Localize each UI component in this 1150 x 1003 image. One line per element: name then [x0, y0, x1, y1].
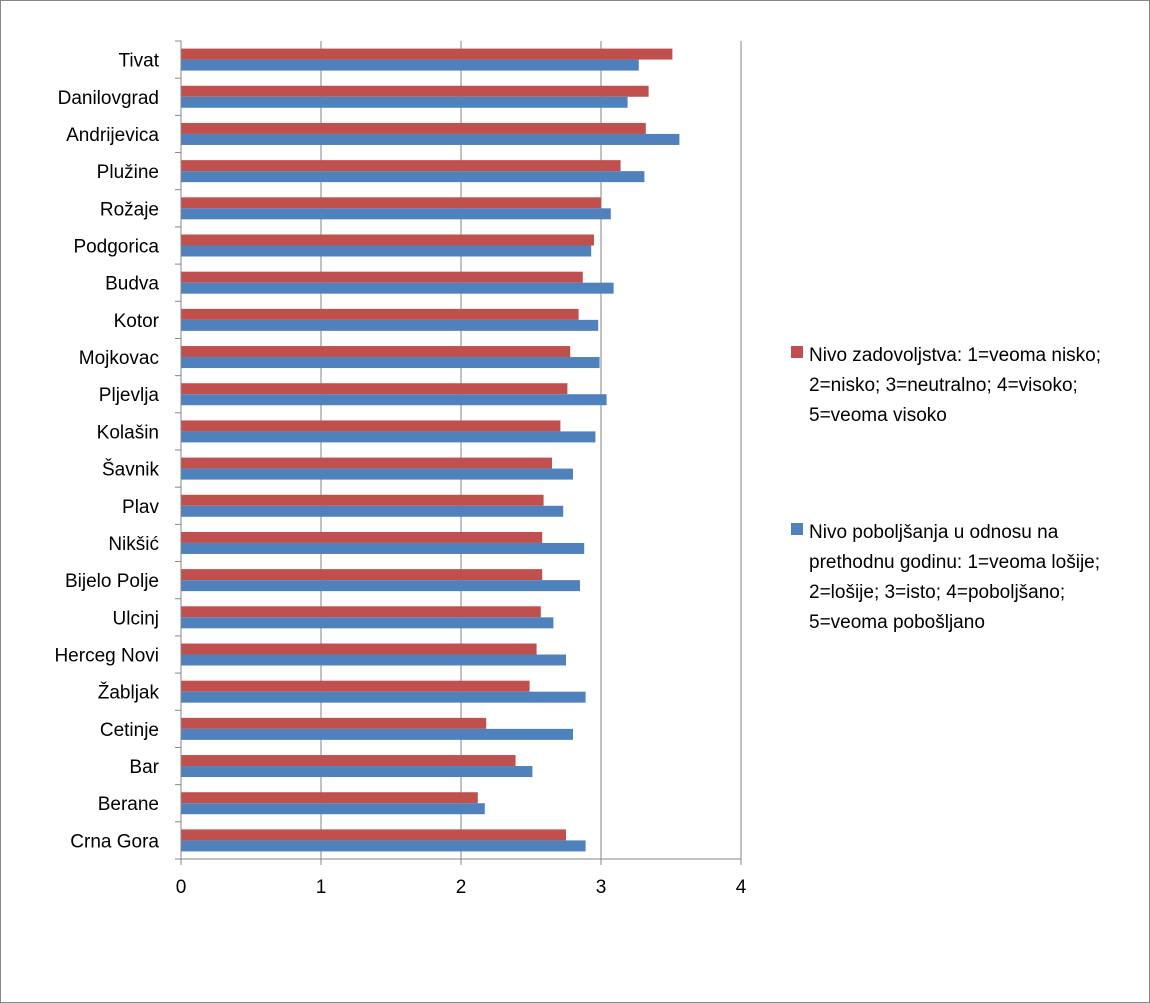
bar-satisfaction [181, 420, 561, 432]
bar-improvement [181, 766, 533, 778]
bar-satisfaction [181, 48, 673, 60]
bar-satisfaction [181, 531, 543, 543]
category-label: Budva [105, 274, 159, 295]
category-label: Bar [129, 757, 159, 778]
bar-improvement [181, 171, 645, 183]
bar-improvement [181, 840, 586, 852]
x-tick-label: 2 [456, 877, 467, 898]
category-label: Nikšić [108, 534, 159, 555]
x-tick-label: 1 [316, 877, 327, 898]
x-tick-label: 4 [736, 877, 747, 898]
bar-satisfaction [181, 829, 566, 841]
legend-swatch-blue [791, 523, 803, 535]
bar-satisfaction [181, 606, 541, 618]
bar-improvement [181, 319, 599, 331]
bar-improvement [181, 691, 586, 703]
category-label: Ulcinj [113, 608, 159, 629]
bar-improvement [181, 96, 628, 108]
category-label: Andrijevica [66, 125, 159, 146]
category-label: Kotor [114, 311, 160, 332]
bar-satisfaction [181, 680, 530, 692]
category-label: Crna Gora [70, 831, 159, 852]
bar-improvement [181, 357, 600, 369]
category-label: Plav [122, 497, 159, 518]
bar-improvement [181, 505, 564, 517]
category-label: Berane [98, 794, 159, 815]
category-label: Bijelo Polje [65, 571, 159, 592]
x-tick-label: 3 [596, 877, 607, 898]
bar-satisfaction [181, 85, 649, 97]
bar-improvement [181, 394, 607, 406]
bar-satisfaction [181, 717, 487, 729]
category-label: Kolašin [97, 422, 159, 443]
bar-improvement [181, 654, 566, 666]
bar-satisfaction [181, 160, 621, 172]
bar-improvement [181, 803, 485, 815]
bar-improvement [181, 282, 614, 294]
bar-improvement [181, 728, 573, 740]
category-label: Danilovgrad [58, 88, 159, 109]
legend-label-satisfaction: Nivo zadovoljstva: 1=veoma nisko; 2=nisk… [809, 345, 1102, 426]
bar-satisfaction [181, 122, 646, 134]
legend-label-improvement: Nivo poboljšanja u odnosu na prethodnu g… [809, 522, 1101, 633]
bar-satisfaction [181, 494, 544, 506]
bar-improvement [181, 245, 592, 257]
bar-satisfaction [181, 643, 537, 655]
bar-improvement [181, 580, 580, 592]
bar-satisfaction [181, 457, 552, 469]
bar-improvement [181, 59, 639, 71]
category-label: Cetinje [100, 720, 159, 741]
bar-improvement [181, 542, 585, 554]
category-label: Podgorica [73, 237, 159, 258]
bar-satisfaction [181, 308, 579, 320]
bar-satisfaction [181, 271, 583, 283]
category-label: Tivat [119, 51, 160, 72]
category-label: Šavnik [102, 459, 160, 481]
category-label: Žabljak [98, 682, 160, 704]
category-label: Herceg Novi [54, 646, 159, 667]
category-label: Pljevlja [99, 385, 160, 406]
bar-satisfaction [181, 792, 478, 804]
bar-satisfaction [181, 569, 543, 581]
category-label: Mojkovac [79, 348, 159, 369]
bar-improvement [181, 133, 680, 145]
bar-satisfaction [181, 755, 516, 767]
bar-improvement [181, 208, 611, 220]
category-label: Plužine [97, 162, 159, 183]
bar-improvement [181, 431, 596, 443]
bar-satisfaction [181, 383, 568, 395]
bar-satisfaction [181, 346, 571, 358]
legend-swatch-red [791, 346, 803, 358]
category-label: Rožaje [100, 199, 159, 220]
bar-improvement [181, 468, 573, 480]
x-tick-label: 0 [176, 877, 187, 898]
bar-satisfaction [181, 197, 601, 209]
bar-satisfaction [181, 234, 594, 246]
bar-improvement [181, 617, 554, 629]
